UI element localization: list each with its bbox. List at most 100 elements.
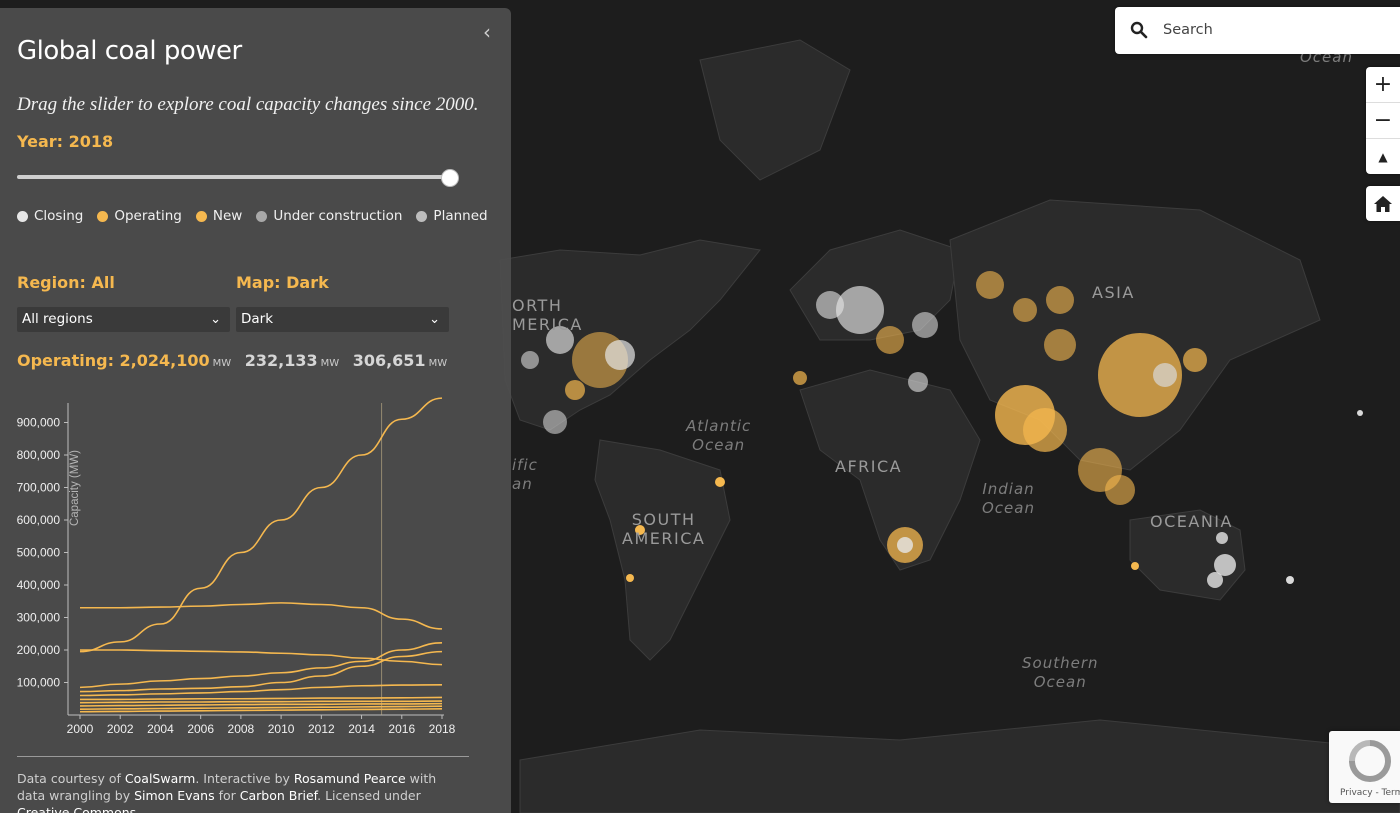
coal-plant-marker (1183, 348, 1207, 372)
license-link[interactable]: Creative Commons (17, 805, 137, 813)
series-line (79, 650, 443, 693)
series-line (79, 702, 443, 707)
coal-plant-marker (1216, 532, 1228, 544)
legend-item-new[interactable]: New (195, 208, 242, 224)
coal-plant-marker (912, 312, 938, 338)
chevron-down-icon: ⌄ (210, 312, 221, 327)
zoom-out-button[interactable]: − (1366, 103, 1400, 139)
compass-button[interactable]: ▲ (1378, 149, 1388, 164)
ocean-label-pacific: ific an (512, 456, 538, 493)
y-tick-label: 600,000 (17, 513, 61, 527)
region-heading: Region: All (17, 273, 115, 292)
panel-subtitle: Drag the slider to explore coal capacity… (17, 94, 479, 115)
year-slider[interactable] (17, 175, 449, 179)
series-line (79, 708, 443, 713)
capacity-line-chart: 100,000 200,000 300,000 400,000 500,000 600,0… (17, 397, 456, 736)
under-construction-dot-icon (256, 210, 268, 222)
ocean-label-southern: Southern Ocean (1022, 654, 1099, 691)
home-button[interactable] (1366, 186, 1400, 221)
coalswarm-link[interactable]: CoalSwarm (124, 771, 196, 786)
coal-plant-marker (1286, 576, 1294, 584)
privacy-terms-link[interactable]: Privacy - Terms (1340, 788, 1400, 798)
coal-plant-marker (1214, 554, 1236, 576)
coal-plant-markers (521, 271, 1363, 588)
x-tick-label: 2004 (147, 722, 174, 736)
carbon-brief-link[interactable]: Carbon Brief (239, 788, 318, 803)
y-tick-label: 300,000 (17, 611, 61, 625)
operating-dot-icon (97, 210, 109, 222)
south-america-land (594, 439, 731, 661)
page-title: Global coal power (17, 36, 242, 66)
planned-dot-icon (416, 210, 428, 222)
divider (17, 756, 469, 757)
zoom-controls: + − ▲ (1366, 67, 1400, 174)
x-tick-label: 2012 (308, 722, 335, 736)
search-box[interactable]: Search (1115, 7, 1400, 54)
continent-label-south-america: SOUTH AMERICA (622, 510, 706, 548)
series-line (79, 705, 443, 710)
coal-plant-marker (1357, 410, 1363, 416)
tertiary-capacity: 306,651 (352, 351, 426, 370)
coal-plant-marker (1046, 286, 1074, 314)
legend-item-operating[interactable]: Operating (97, 208, 182, 224)
x-tick-label: 2006 (187, 722, 214, 736)
coal-plant-marker (816, 291, 844, 319)
ocean-label-atlantic: Atlantic Ocean (686, 417, 752, 454)
continent-label-africa: AFRICA (835, 457, 903, 476)
x-tick-label: 2008 (228, 722, 255, 736)
map-style-select[interactable]: Dark ⌄ (236, 307, 449, 332)
x-tick-label: 2014 (348, 722, 375, 736)
x-tick-label: 2002 (107, 722, 134, 736)
north-america-land (499, 239, 761, 431)
series-line (79, 397, 443, 653)
map-style-heading: Map: Dark (236, 273, 329, 292)
coal-plant-marker (876, 326, 904, 354)
zoom-in-button[interactable]: + (1366, 67, 1400, 103)
coal-plant-marker (836, 286, 884, 334)
status-legend: Closing Operating New Under construction… (17, 208, 488, 224)
series-line (79, 683, 443, 697)
new-dot-icon (195, 210, 207, 222)
y-tick-label: 200,000 (17, 643, 61, 657)
coal-plant-marker (543, 410, 567, 434)
greenland-land (699, 39, 851, 181)
series-line (79, 642, 443, 689)
recaptcha-badge[interactable]: Privacy - Terms (1329, 731, 1400, 803)
home-icon (1374, 195, 1392, 212)
legend-item-planned[interactable]: Planned (416, 208, 488, 224)
capacity-stats: Operating: 2,024,100 MW 232,133 MW 306,651… (17, 351, 447, 370)
closing-dot-icon (17, 210, 28, 222)
year-slider-handle[interactable] (441, 169, 459, 187)
legend-item-closing[interactable]: Closing (17, 208, 83, 224)
coal-plant-marker (635, 525, 645, 535)
coal-plant-marker (1023, 408, 1067, 452)
x-tick-label: 2000 (67, 722, 94, 736)
y-tick-label: 400,000 (17, 578, 61, 592)
home-control (1366, 186, 1400, 221)
recaptcha-icon (1349, 740, 1391, 782)
data-wrangler-link[interactable]: Simon Evans (134, 788, 215, 803)
collapse-panel-button[interactable]: ‹ (483, 20, 491, 44)
legend-item-under-construction[interactable]: Under construction (256, 208, 402, 224)
coal-plant-marker (1131, 562, 1139, 570)
y-tick-label: 700,000 (17, 481, 61, 495)
y-axis-title: Capacity (MW) (69, 450, 81, 526)
series-line (79, 696, 443, 701)
coal-plant-marker (1044, 329, 1076, 361)
search-icon (1130, 21, 1148, 39)
operating-capacity: Operating: 2,024,100 (17, 351, 210, 370)
coal-plant-marker (521, 351, 539, 369)
series-line (80, 602, 443, 630)
y-tick-label: 800,000 (17, 448, 61, 462)
credits-text: Data courtesy of CoalSwarm. Interactive … (17, 770, 457, 813)
coal-plant-marker (1153, 363, 1177, 387)
search-input[interactable]: Search (1163, 22, 1213, 38)
coal-plant-marker (565, 380, 585, 400)
continent-label-asia: ASIA (1092, 283, 1135, 302)
coal-plant-marker (1098, 333, 1182, 417)
coal-plant-marker (715, 477, 725, 487)
region-select[interactable]: All regions ⌄ (17, 307, 230, 332)
coal-plant-marker (1207, 572, 1223, 588)
year-label: Year: 2018 (17, 132, 114, 151)
author-link[interactable]: Rosamund Pearce (293, 771, 406, 786)
